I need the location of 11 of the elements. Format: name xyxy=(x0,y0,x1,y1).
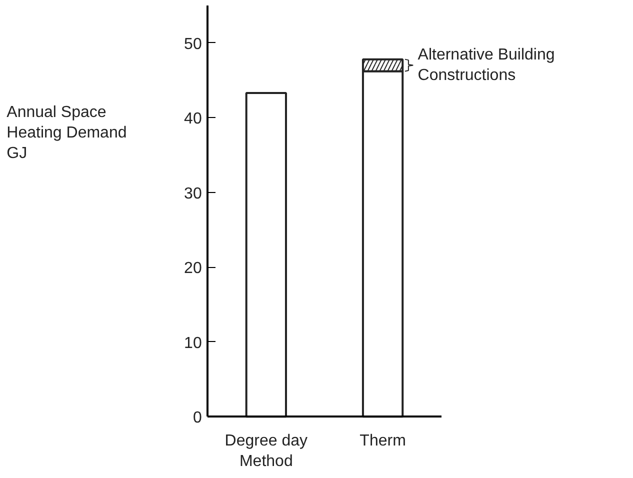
annotation: Alternative Building Constructions xyxy=(418,46,555,84)
y-tick-label: 40 xyxy=(184,110,202,128)
y-axis-title: Annual Space Heating Demand GJ xyxy=(6,104,127,162)
y-tick-label: 20 xyxy=(184,260,202,278)
y-tick-label: 50 xyxy=(184,36,202,53)
bar xyxy=(245,92,287,418)
y-tick-label: 10 xyxy=(184,334,202,352)
y-tick-label: 30 xyxy=(184,185,202,202)
x-tick-label: Degree day Method xyxy=(224,432,308,470)
x-tick-label: Therm xyxy=(360,432,406,450)
y-tick-label: 0 xyxy=(192,410,202,427)
